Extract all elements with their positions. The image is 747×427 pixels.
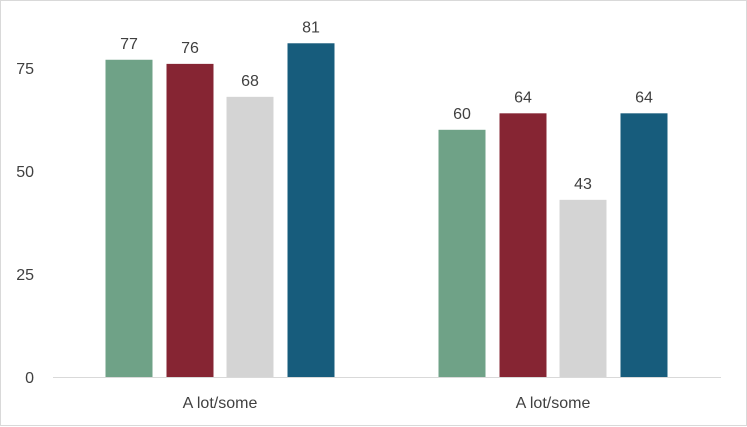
- y-tick-label-25: 25: [16, 267, 34, 284]
- bar-series3-cat1: [226, 96, 274, 377]
- bar-series1-cat2: [438, 129, 486, 377]
- bar-series2-cat1: [166, 63, 214, 377]
- data-label-series4-cat2: 64: [635, 89, 653, 106]
- bar-series2-cat2: [499, 113, 547, 377]
- y-tick-label-75: 75: [16, 61, 34, 78]
- data-label-series3-cat2: 43: [574, 176, 592, 193]
- bar-series4-cat2: [620, 113, 668, 377]
- data-label-series2-cat1: 76: [181, 40, 199, 57]
- bar-series3-cat2: [559, 199, 607, 377]
- y-tick-label-50: 50: [16, 164, 34, 181]
- data-label-series1-cat1: 77: [120, 36, 138, 53]
- category-label-2: A lot/some: [516, 395, 591, 412]
- data-label-series1-cat2: 60: [453, 106, 471, 123]
- y-axis-ticks: 0 25 50 75: [16, 61, 34, 387]
- bar-series4-cat1: [287, 43, 335, 377]
- data-label-series3-cat1: 68: [241, 73, 259, 90]
- y-tick-label-0: 0: [25, 370, 34, 387]
- data-label-series4-cat1: 81: [302, 19, 320, 36]
- category-labels: A lot/some A lot/some: [183, 395, 591, 412]
- data-label-series2-cat2: 64: [514, 89, 532, 106]
- category-label-1: A lot/some: [183, 395, 258, 412]
- data-labels: 77 60 76 64 68 43 81 64: [120, 19, 653, 193]
- bar-series1-cat1: [105, 59, 153, 377]
- bars: [105, 43, 668, 377]
